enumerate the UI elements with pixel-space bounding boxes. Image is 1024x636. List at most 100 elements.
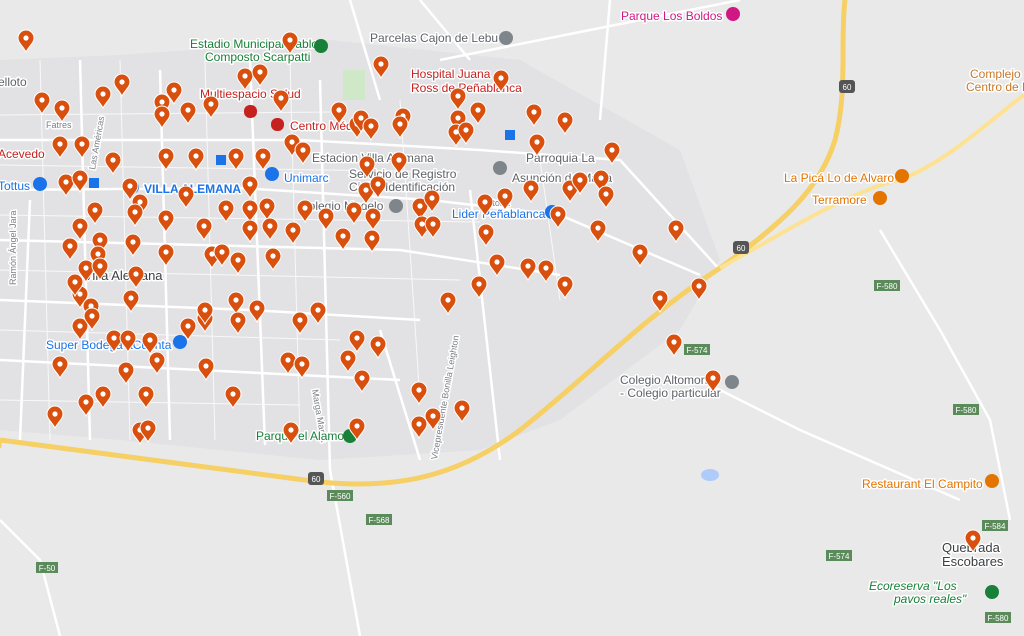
location-marker[interactable] <box>665 333 683 358</box>
location-marker[interactable] <box>202 95 220 120</box>
location-marker[interactable] <box>196 301 214 326</box>
location-marker[interactable] <box>157 209 175 234</box>
location-marker[interactable] <box>528 133 546 158</box>
location-marker[interactable] <box>119 329 137 354</box>
location-marker[interactable] <box>113 73 131 98</box>
location-marker[interactable] <box>372 55 390 80</box>
location-marker[interactable] <box>33 91 51 116</box>
location-marker[interactable] <box>157 147 175 172</box>
location-marker[interactable] <box>121 177 139 202</box>
location-marker[interactable] <box>195 217 213 242</box>
location-marker[interactable] <box>272 89 290 114</box>
location-marker[interactable] <box>424 407 442 432</box>
location-marker[interactable] <box>362 117 380 142</box>
location-marker[interactable] <box>571 171 589 196</box>
location-marker[interactable] <box>390 151 408 176</box>
location-marker[interactable] <box>71 217 89 242</box>
location-marker[interactable] <box>294 141 312 166</box>
location-marker[interactable] <box>453 399 471 424</box>
location-marker[interactable] <box>369 175 387 200</box>
location-marker[interactable] <box>424 215 442 240</box>
location-marker[interactable] <box>51 135 69 160</box>
location-marker[interactable] <box>148 351 166 376</box>
location-marker[interactable] <box>71 169 89 194</box>
location-marker[interactable] <box>364 207 382 232</box>
location-marker[interactable] <box>264 247 282 272</box>
location-marker[interactable] <box>77 393 95 418</box>
location-marker[interactable] <box>281 31 299 56</box>
location-marker[interactable] <box>73 135 91 160</box>
location-marker[interactable] <box>667 219 685 244</box>
location-marker[interactable] <box>279 351 297 376</box>
location-marker[interactable] <box>251 63 269 88</box>
location-marker[interactable] <box>477 223 495 248</box>
location-marker[interactable] <box>122 289 140 314</box>
location-marker[interactable] <box>248 299 266 324</box>
location-marker[interactable] <box>177 185 195 210</box>
location-marker[interactable] <box>282 421 300 446</box>
location-marker[interactable] <box>537 259 555 284</box>
location-marker[interactable] <box>261 217 279 242</box>
location-marker[interactable] <box>469 101 487 126</box>
location-marker[interactable] <box>470 275 488 300</box>
location-marker[interactable] <box>345 201 363 226</box>
location-marker[interactable] <box>603 141 621 166</box>
location-marker[interactable] <box>339 349 357 374</box>
location-marker[interactable] <box>17 29 35 54</box>
location-marker[interactable] <box>317 207 335 232</box>
location-marker[interactable] <box>61 237 79 262</box>
location-marker[interactable] <box>651 289 669 314</box>
location-marker[interactable] <box>105 329 123 354</box>
location-marker[interactable] <box>476 193 494 218</box>
location-marker[interactable] <box>126 203 144 228</box>
location-marker[interactable] <box>296 199 314 224</box>
location-marker[interactable] <box>449 87 467 112</box>
location-marker[interactable] <box>330 101 348 126</box>
location-marker[interactable] <box>411 197 429 222</box>
location-marker[interactable] <box>229 311 247 336</box>
location-marker[interactable] <box>258 197 276 222</box>
location-marker[interactable] <box>157 243 175 268</box>
location-marker[interactable] <box>187 147 205 172</box>
location-marker[interactable] <box>592 169 610 194</box>
location-marker[interactable] <box>348 329 366 354</box>
location-marker[interactable] <box>213 243 231 268</box>
location-marker[interactable] <box>496 187 514 212</box>
location-marker[interactable] <box>137 385 155 410</box>
location-marker[interactable] <box>309 301 327 326</box>
location-marker[interactable] <box>94 85 112 110</box>
location-marker[interactable] <box>556 111 574 136</box>
location-marker[interactable] <box>597 185 615 210</box>
location-marker[interactable] <box>525 103 543 128</box>
location-marker[interactable] <box>439 291 457 316</box>
location-marker[interactable] <box>334 227 352 252</box>
location-marker[interactable] <box>51 355 69 380</box>
location-marker[interactable] <box>549 205 567 230</box>
location-marker[interactable] <box>227 147 245 172</box>
location-marker[interactable] <box>391 115 409 140</box>
location-marker[interactable] <box>46 405 64 430</box>
location-marker[interactable] <box>519 257 537 282</box>
location-marker[interactable] <box>227 291 245 316</box>
location-marker[interactable] <box>165 81 183 106</box>
location-marker[interactable] <box>423 189 441 214</box>
location-marker[interactable] <box>690 277 708 302</box>
location-marker[interactable] <box>91 257 109 282</box>
location-marker[interactable] <box>217 199 235 224</box>
location-marker[interactable] <box>358 155 376 180</box>
location-marker[interactable] <box>410 381 428 406</box>
location-marker[interactable] <box>197 357 215 382</box>
location-marker[interactable] <box>293 355 311 380</box>
location-marker[interactable] <box>91 231 109 256</box>
location-marker[interactable] <box>488 253 506 278</box>
location-marker[interactable] <box>254 147 272 172</box>
location-marker[interactable] <box>153 105 171 130</box>
location-marker[interactable] <box>589 219 607 244</box>
location-marker[interactable] <box>83 307 101 332</box>
location-marker[interactable] <box>241 199 259 224</box>
location-marker[interactable] <box>369 335 387 360</box>
location-marker[interactable] <box>631 243 649 268</box>
location-marker[interactable] <box>139 419 157 444</box>
location-marker[interactable] <box>241 219 259 244</box>
location-marker[interactable] <box>241 175 259 200</box>
